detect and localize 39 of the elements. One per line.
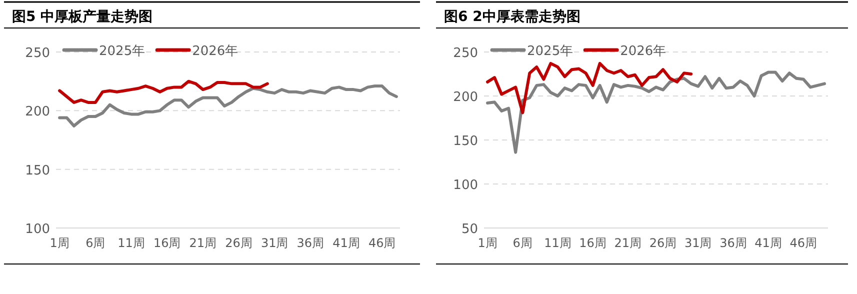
y-tick-label: 150 (453, 134, 478, 149)
x-tick-label: 1周 (50, 236, 70, 250)
line-series (58, 80, 269, 104)
y-tick-label: 100 (453, 178, 478, 193)
x-tick-label: 26周 (649, 236, 677, 250)
x-tick-label: 36周 (720, 236, 747, 250)
x-tick-label: 21周 (189, 236, 217, 250)
y-tick-label: 250 (25, 46, 50, 61)
x-tick-label: 16周 (153, 236, 181, 250)
legend-label: 2026年 (620, 44, 666, 59)
x-tick-label: 46周 (368, 236, 396, 250)
y-tick-label: 50 (461, 222, 478, 237)
line-series (486, 62, 693, 114)
y-tick-label: 250 (453, 46, 478, 61)
x-tick-label: 41周 (332, 236, 360, 250)
legend-label: 2025年 (99, 44, 146, 59)
x-tick-label: 41周 (754, 236, 782, 250)
legend-label: 2026年 (192, 44, 238, 59)
y-tick-label: 200 (453, 90, 478, 105)
legend-label: 2025年 (527, 44, 574, 59)
y-tick-label: 150 (25, 163, 50, 178)
x-tick-label: 11周 (544, 236, 572, 250)
x-tick-label: 16周 (579, 236, 606, 250)
x-tick-label: 11周 (118, 236, 145, 250)
line-series (58, 84, 398, 128)
x-tick-label: 1周 (478, 236, 498, 250)
x-tick-label: 36周 (296, 236, 324, 250)
x-tick-label: 46周 (790, 236, 818, 250)
x-tick-label: 6周 (512, 236, 532, 250)
chart-title: 图5 中厚板产量走势图 (12, 8, 153, 25)
x-tick-label: 21周 (614, 236, 642, 250)
x-tick-label: 31周 (260, 236, 288, 250)
x-tick-label: 31周 (684, 236, 712, 250)
chart-title: 图6 2中厚表需走势图 (444, 9, 580, 25)
y-tick-label: 200 (25, 104, 50, 120)
x-tick-label: 6周 (86, 236, 106, 250)
y-tick-label: 100 (25, 222, 50, 237)
line-series (486, 70, 826, 154)
x-tick-label: 26周 (225, 236, 252, 250)
